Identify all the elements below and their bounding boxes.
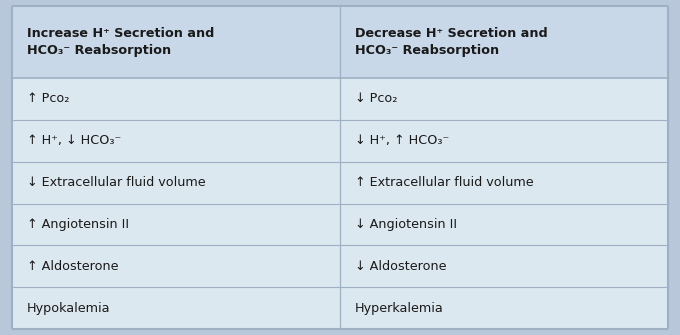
Bar bbox=[340, 245, 668, 287]
Bar bbox=[12, 245, 340, 287]
Bar bbox=[340, 120, 668, 162]
Bar bbox=[12, 6, 340, 78]
Bar bbox=[340, 78, 668, 120]
Text: ↓ Angiotensin II: ↓ Angiotensin II bbox=[355, 218, 457, 231]
Bar bbox=[12, 120, 340, 162]
Text: ↓ H⁺, ↑ HCO₃⁻: ↓ H⁺, ↑ HCO₃⁻ bbox=[355, 134, 449, 147]
Text: ↑ Pco₂: ↑ Pco₂ bbox=[27, 92, 69, 106]
Bar bbox=[12, 78, 340, 120]
Text: Hyperkalemia: Hyperkalemia bbox=[355, 302, 443, 315]
Bar bbox=[12, 287, 340, 329]
Text: ↑ Extracellular fluid volume: ↑ Extracellular fluid volume bbox=[355, 176, 533, 189]
Text: ↓ Extracellular fluid volume: ↓ Extracellular fluid volume bbox=[27, 176, 205, 189]
Text: ↑ H⁺, ↓ HCO₃⁻: ↑ H⁺, ↓ HCO₃⁻ bbox=[27, 134, 121, 147]
Bar bbox=[340, 287, 668, 329]
Text: ↑ Aldosterone: ↑ Aldosterone bbox=[27, 260, 118, 273]
Text: Hypokalemia: Hypokalemia bbox=[27, 302, 110, 315]
Text: ↓ Aldosterone: ↓ Aldosterone bbox=[355, 260, 446, 273]
Text: ↓ Pco₂: ↓ Pco₂ bbox=[355, 92, 397, 106]
Text: Decrease H⁺ Secretion and
HCO₃⁻ Reabsorption: Decrease H⁺ Secretion and HCO₃⁻ Reabsorp… bbox=[355, 27, 547, 57]
Bar bbox=[340, 162, 668, 203]
Bar bbox=[12, 203, 340, 245]
Text: Increase H⁺ Secretion and
HCO₃⁻ Reabsorption: Increase H⁺ Secretion and HCO₃⁻ Reabsorp… bbox=[27, 27, 214, 57]
Text: ↑ Angiotensin II: ↑ Angiotensin II bbox=[27, 218, 129, 231]
Bar bbox=[340, 203, 668, 245]
Bar bbox=[12, 162, 340, 203]
Bar bbox=[340, 6, 668, 78]
